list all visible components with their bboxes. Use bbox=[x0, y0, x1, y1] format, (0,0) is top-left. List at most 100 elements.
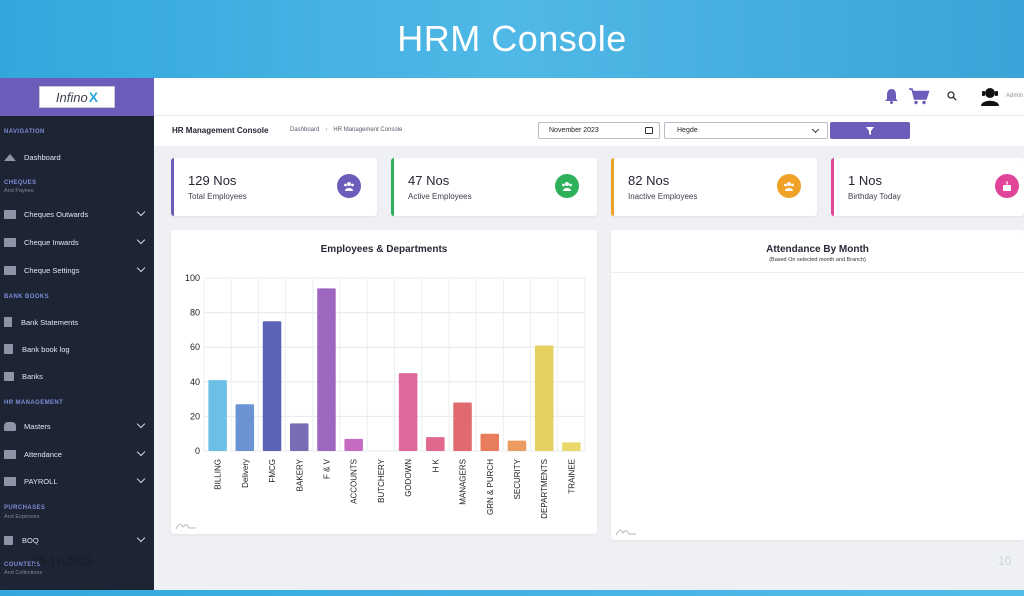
users-icon bbox=[777, 174, 801, 198]
card-accent bbox=[611, 158, 614, 216]
sidebar-item-masters[interactable]: Masters bbox=[0, 418, 154, 434]
sidebar-item-bank-statements[interactable]: Bank Statements bbox=[0, 314, 154, 330]
sidebar-item-label: Dashboard bbox=[24, 152, 61, 162]
section-cheques: CHEQUES bbox=[4, 180, 37, 186]
book-icon bbox=[4, 344, 13, 354]
filter-icon bbox=[866, 126, 874, 135]
stat-label: Total Employees bbox=[188, 192, 247, 201]
breadcrumb-dashboard[interactable]: Dashboard bbox=[290, 127, 320, 133]
x-tick-label: BUTCHERY bbox=[377, 458, 386, 503]
logo-text: Infino bbox=[55, 89, 88, 105]
sidebar-item-cheque-inwards[interactable]: Cheque Inwards bbox=[0, 234, 154, 250]
x-tick-label: DEPARTMENTS bbox=[540, 459, 549, 519]
y-tick-label: 0 bbox=[195, 446, 200, 456]
logo-band: Infino X bbox=[0, 78, 154, 116]
panel-title: Attendance By Month bbox=[766, 244, 869, 255]
x-tick-label: SECURITY bbox=[513, 458, 522, 499]
cheque-icon bbox=[4, 209, 16, 219]
bell-icon[interactable] bbox=[884, 88, 899, 104]
bar-bakery[interactable] bbox=[289, 423, 309, 451]
sidebar-item-label: PAYROLL bbox=[24, 476, 58, 486]
card-accent bbox=[391, 158, 394, 216]
stat-value: 1 Nos bbox=[848, 173, 882, 188]
stat-label: Active Employees bbox=[408, 192, 472, 201]
chevron-down-icon bbox=[136, 419, 146, 429]
bar-h-k[interactable] bbox=[426, 437, 445, 451]
chart-logo-icon bbox=[615, 529, 636, 536]
month-value: November 2023 bbox=[549, 127, 599, 134]
slide-title: HRM Console bbox=[397, 18, 627, 59]
id-card-icon bbox=[4, 449, 16, 459]
stat-label: Inactive Employees bbox=[628, 192, 698, 201]
sidebar-item-cheques-outwards[interactable]: Cheques Outwards bbox=[0, 206, 154, 222]
slide-footer-strip bbox=[0, 590, 1024, 596]
section-bank-books: BANK BOOKS bbox=[4, 294, 50, 300]
calendar-icon[interactable] bbox=[645, 127, 653, 134]
bar-delivery[interactable] bbox=[235, 404, 255, 451]
bar-billing[interactable] bbox=[208, 380, 227, 451]
cart-icon[interactable] bbox=[908, 87, 930, 105]
page-title: HR Management Console bbox=[172, 126, 269, 135]
app-screen: Infino X NAVIGATION Dashboard CHEQUES And… bbox=[0, 78, 1024, 590]
chevron-down-icon bbox=[136, 263, 146, 273]
sidebar-item-label: Masters bbox=[24, 421, 51, 431]
panel-divider bbox=[611, 272, 1024, 273]
search-icon[interactable] bbox=[947, 91, 957, 101]
bar-f-v[interactable] bbox=[317, 288, 336, 451]
y-tick-label: 100 bbox=[185, 273, 200, 283]
sidebar-item-banks[interactable]: Banks bbox=[0, 368, 154, 384]
bar-security[interactable] bbox=[507, 440, 527, 451]
bar-departments[interactable] bbox=[534, 345, 554, 451]
section-navigation: NAVIGATION bbox=[4, 129, 45, 135]
stat-card-inactive-employees[interactable]: 82 Nos Inactive Employees bbox=[611, 158, 817, 216]
stat-value: 47 Nos bbox=[408, 173, 450, 188]
bar-managers[interactable] bbox=[453, 402, 472, 451]
branch-select[interactable]: Hegde bbox=[664, 122, 828, 139]
x-tick-label: F & V bbox=[322, 458, 331, 479]
x-tick-label: MANAGERS bbox=[459, 459, 468, 505]
chevron-down-icon bbox=[136, 474, 146, 484]
month-input[interactable]: November 2023 bbox=[538, 122, 660, 139]
filter-button[interactable] bbox=[830, 122, 910, 139]
sidebar-item-dashboard[interactable]: Dashboard bbox=[0, 149, 154, 165]
stat-value: 129 Nos bbox=[188, 173, 237, 188]
chevron-down-icon bbox=[136, 207, 146, 217]
sidebar-item-bank-book-log[interactable]: Bank book log bbox=[0, 341, 154, 357]
stat-value: 82 Nos bbox=[628, 173, 670, 188]
bar-grn-purch[interactable] bbox=[480, 433, 500, 451]
bar-accounts[interactable] bbox=[344, 438, 363, 451]
attendance-panel: Attendance By Month (Based On selected m… bbox=[611, 230, 1024, 540]
chevron-down-icon bbox=[136, 235, 146, 245]
users-icon bbox=[337, 174, 361, 198]
stat-card-birthday-today[interactable]: 1 Nos Birthday Today bbox=[831, 158, 1024, 216]
y-tick-label: 40 bbox=[190, 377, 200, 387]
sidebar: Infino X NAVIGATION Dashboard CHEQUES And… bbox=[0, 78, 154, 590]
logo-mark: X bbox=[88, 89, 99, 105]
departments-panel: Employees & Departments 0 20 40 60 80 100 BILL… bbox=[171, 230, 597, 534]
x-tick-label: FMCG bbox=[268, 459, 277, 483]
bar-godown[interactable] bbox=[398, 373, 418, 451]
user-name[interactable]: Admin bbox=[1006, 93, 1024, 99]
panel-subtitle: (Based On selected month and Branch) bbox=[769, 257, 866, 263]
departments-bar-chart: 0 20 40 60 80 100 BILLING Delivery FMCG BAKERY F &… bbox=[185, 273, 586, 519]
x-tick-label: BAKERY bbox=[295, 458, 304, 491]
sidebar-item-cheque-settings[interactable]: Cheque Settings bbox=[0, 262, 154, 278]
breadcrumb: Dashboard › HR Management Console bbox=[290, 127, 402, 133]
sidebar-item-payroll[interactable]: PAYROLL bbox=[0, 473, 154, 489]
chevron-down-icon bbox=[811, 125, 820, 134]
sidebar-item-boq[interactable]: BOQ bbox=[0, 532, 154, 548]
payroll-icon bbox=[4, 476, 16, 486]
stat-card-active-employees[interactable]: 47 Nos Active Employees bbox=[391, 158, 597, 216]
avatar-icon[interactable] bbox=[980, 86, 1000, 106]
bar-trainee[interactable] bbox=[562, 442, 581, 451]
sidebar-item-label: Cheque Inwards bbox=[24, 237, 79, 247]
app-logo[interactable]: Infino X bbox=[39, 86, 115, 108]
filter-bar: HR Management Console Dashboard › HR Man… bbox=[154, 116, 1024, 146]
y-tick-label: 80 bbox=[190, 308, 200, 318]
x-tick-label: BILLING bbox=[214, 459, 223, 490]
stat-card-total-employees[interactable]: 129 Nos Total Employees bbox=[171, 158, 377, 216]
sidebar-item-label: Bank Statements bbox=[21, 317, 79, 327]
bar-fmcg[interactable] bbox=[262, 321, 282, 451]
slide-date: 28-11-2023 bbox=[32, 553, 93, 568]
sidebar-item-attendance[interactable]: Attendance bbox=[0, 446, 154, 462]
